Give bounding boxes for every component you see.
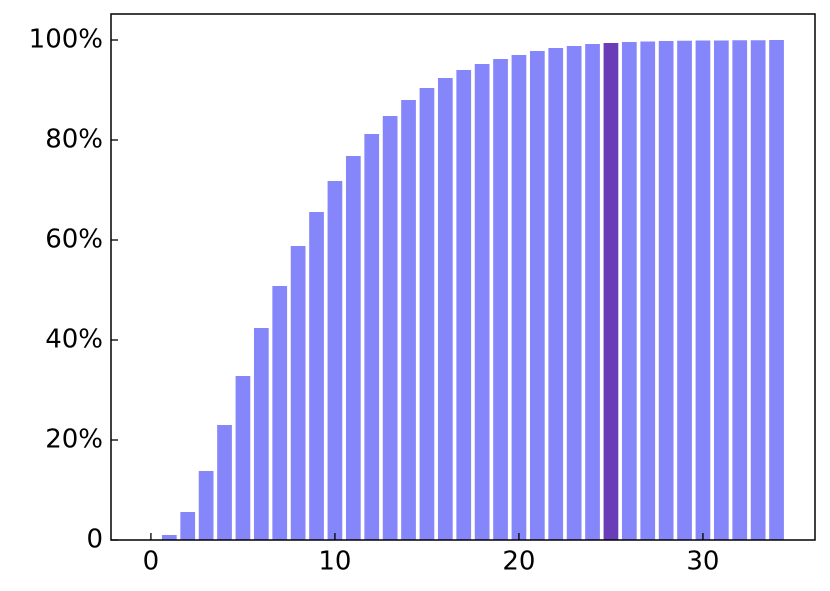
bar <box>621 42 637 540</box>
bar <box>769 40 784 540</box>
bar <box>566 46 582 540</box>
bar <box>511 55 527 540</box>
x-tick-label: 30 <box>686 547 719 577</box>
bar <box>732 40 748 540</box>
bar <box>713 40 729 540</box>
bar <box>198 471 214 540</box>
bar <box>290 246 306 540</box>
bar <box>493 59 508 540</box>
bar <box>382 116 398 540</box>
y-tick-label: 60% <box>45 225 103 255</box>
bar <box>456 70 472 540</box>
x-tick-label: 20 <box>502 547 535 577</box>
y-tick-label: 100% <box>29 25 103 55</box>
plot-frame <box>110 13 816 541</box>
bar <box>437 78 453 540</box>
bar <box>677 40 692 540</box>
bar <box>640 41 656 540</box>
y-tick-label: 20% <box>45 425 103 455</box>
bar <box>161 535 177 540</box>
bar <box>345 156 361 540</box>
bar <box>401 100 416 540</box>
bar <box>364 134 380 540</box>
bar <box>603 43 619 540</box>
bar <box>180 512 196 540</box>
bar <box>235 376 251 540</box>
bar <box>253 328 269 540</box>
bar <box>695 40 711 540</box>
bar <box>327 181 343 540</box>
bar <box>529 51 545 540</box>
y-tick-label: 80% <box>45 125 103 155</box>
y-tick-label: 40% <box>45 325 103 355</box>
y-tick-label: 0 <box>86 525 103 555</box>
x-tick-label: 0 <box>143 547 160 577</box>
bar <box>419 88 435 540</box>
bar <box>658 41 674 540</box>
bar <box>474 64 490 540</box>
bar <box>272 286 288 540</box>
bar <box>309 212 324 540</box>
bar <box>585 44 600 540</box>
bar <box>548 48 564 540</box>
bar <box>750 40 766 540</box>
x-tick-label: 10 <box>318 547 351 577</box>
bar <box>217 425 232 540</box>
